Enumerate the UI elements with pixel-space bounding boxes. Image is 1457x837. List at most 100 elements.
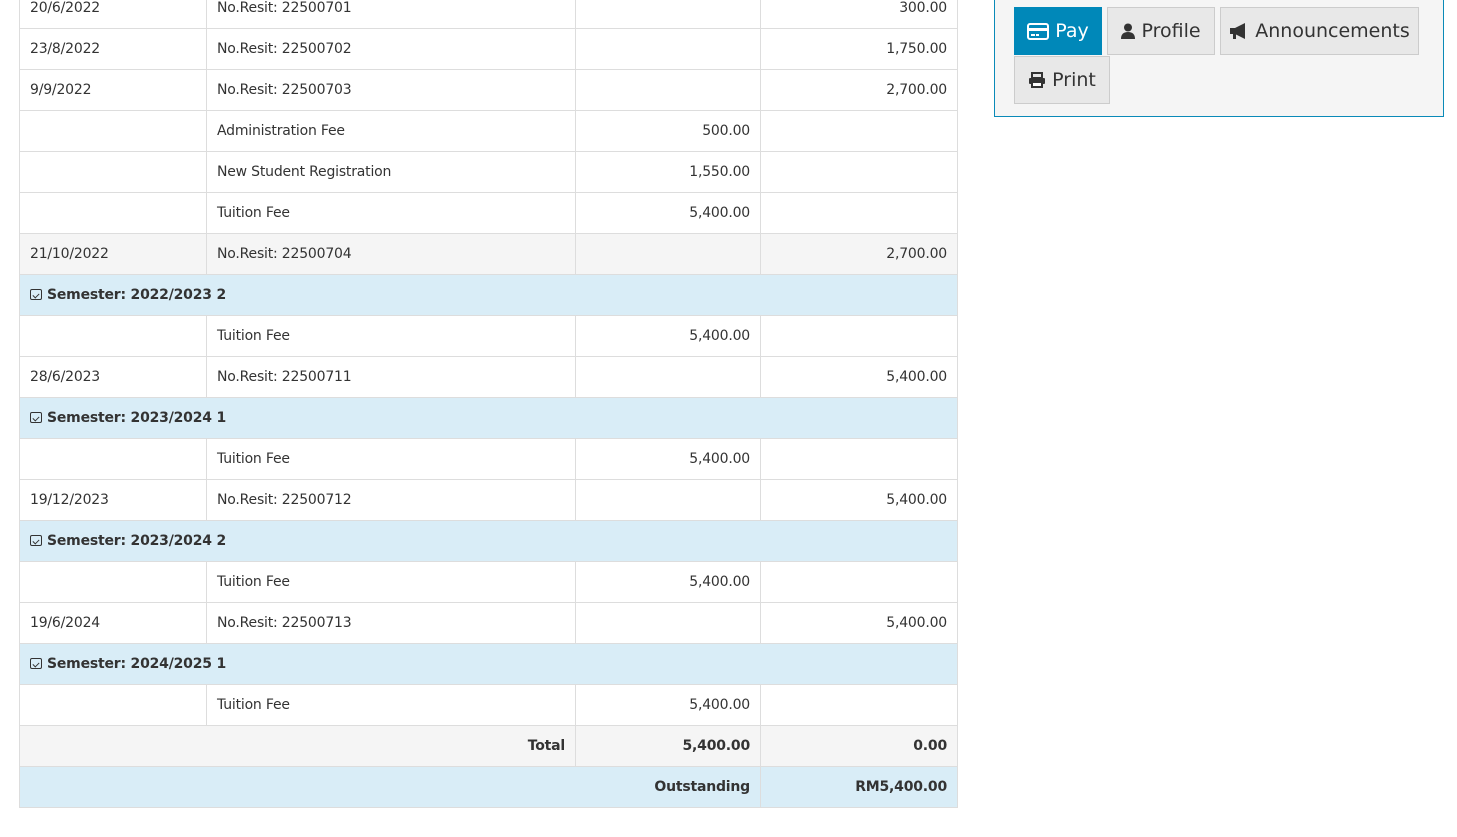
description-cell: Tuition Fee [206,192,576,234]
description-cell: No.Resit: 22500712 [206,479,576,521]
print-label: Print [1052,69,1096,91]
date-cell [19,438,207,480]
profile-label: Profile [1141,20,1201,42]
table-row: 20/6/2022 No.Resit: 22500701 300.00 [19,0,958,29]
description-cell: Administration Fee [206,110,576,152]
debit-cell [575,233,761,275]
description-cell: No.Resit: 22500704 [206,233,576,275]
debit-cell: 5,400.00 [575,684,761,726]
table-row: Administration Fee 500.00 [19,110,958,152]
table-row: 9/9/2022 No.Resit: 22500703 2,700.00 [19,69,958,111]
total-row: Total 5,400.00 0.00 [19,725,958,767]
calendar-check-icon [30,412,42,423]
description-cell: No.Resit: 22500713 [206,602,576,644]
semester-label: Semester: 2024/2025 1 [47,656,227,672]
semester-cell: Semester: 2024/2025 1 [19,643,958,685]
description-cell: No.Resit: 22500701 [206,0,576,29]
date-cell: 28/6/2023 [19,356,207,398]
table-row: 19/6/2024 No.Resit: 22500713 5,400.00 [19,602,958,644]
semester-cell: Semester: 2023/2024 2 [19,520,958,562]
bullhorn-icon [1230,23,1246,39]
pay-label: Pay [1055,20,1089,42]
table-row: 23/8/2022 No.Resit: 22500702 1,750.00 [19,28,958,70]
date-cell: 19/6/2024 [19,602,207,644]
debit-cell: 5,400.00 [575,315,761,357]
table-row: Tuition Fee 5,400.00 [19,192,958,234]
table-row: New Student Registration 1,550.00 [19,151,958,193]
semester-cell: Semester: 2023/2024 1 [19,397,958,439]
user-icon [1121,23,1136,39]
semester-label: Semester: 2023/2024 1 [47,410,227,426]
semester-cell: Semester: 2022/2023 2 [19,274,958,316]
table-row: 19/12/2023 No.Resit: 22500712 5,400.00 [19,479,958,521]
table-row: Tuition Fee 5,400.00 [19,438,958,480]
credit-cell: 1,750.00 [760,28,958,70]
statement-table: 20/6/2022 No.Resit: 22500701 300.00 23/8/… [19,0,958,808]
table-row: Tuition Fee 5,400.00 [19,561,958,603]
credit-card-icon [1027,22,1050,40]
debit-cell: 1,550.00 [575,151,761,193]
credit-cell: 5,400.00 [760,356,958,398]
outstanding-label: Outstanding [19,766,761,808]
credit-cell [760,561,958,603]
debit-cell: 5,400.00 [575,192,761,234]
description-cell: No.Resit: 22500702 [206,28,576,70]
credit-cell: 2,700.00 [760,69,958,111]
description-cell: Tuition Fee [206,438,576,480]
date-cell: 20/6/2022 [19,0,207,29]
credit-cell: 5,400.00 [760,602,958,644]
date-cell: 23/8/2022 [19,28,207,70]
credit-cell [760,438,958,480]
credit-cell [760,192,958,234]
outstanding-row: Outstanding RM5,400.00 [19,766,958,808]
date-cell [19,684,207,726]
date-cell [19,192,207,234]
date-cell [19,315,207,357]
semester-row: Semester: 2022/2023 2 [19,274,958,316]
credit-cell [760,684,958,726]
credit-cell [760,315,958,357]
debit-cell [575,69,761,111]
credit-cell: 300.00 [760,0,958,29]
pay-button[interactable]: Pay [1014,7,1102,55]
announcements-button[interactable]: Announcements [1220,7,1419,55]
semester-row: Semester: 2024/2025 1 [19,643,958,685]
debit-cell [575,0,761,29]
date-cell [19,151,207,193]
description-cell: New Student Registration [206,151,576,193]
debit-cell [575,28,761,70]
table-row: 28/6/2023 No.Resit: 22500711 5,400.00 [19,356,958,398]
debit-cell: 5,400.00 [575,438,761,480]
semester-label: Semester: 2022/2023 2 [47,287,227,303]
credit-cell [760,110,958,152]
date-cell: 19/12/2023 [19,479,207,521]
date-cell [19,110,207,152]
calendar-check-icon [30,658,42,669]
actions-panel: Pay Profile Announcements Print [994,0,1444,117]
date-cell [19,561,207,603]
calendar-check-icon [30,289,42,300]
debit-cell [575,356,761,398]
total-credit: 0.00 [760,725,958,767]
description-cell: Tuition Fee [206,684,576,726]
print-button[interactable]: Print [1014,56,1110,104]
description-cell: No.Resit: 22500703 [206,69,576,111]
table-row: 21/10/2022 No.Resit: 22500704 2,700.00 [19,233,958,275]
semester-row: Semester: 2023/2024 2 [19,520,958,562]
debit-cell [575,479,761,521]
debit-cell: 5,400.00 [575,561,761,603]
calendar-check-icon [30,535,42,546]
announcements-label: Announcements [1255,20,1410,42]
table-row: Tuition Fee 5,400.00 [19,684,958,726]
description-cell: Tuition Fee [206,315,576,357]
debit-cell: 500.00 [575,110,761,152]
semester-label: Semester: 2023/2024 2 [47,533,227,549]
debit-cell [575,602,761,644]
credit-cell: 2,700.00 [760,233,958,275]
total-debit: 5,400.00 [575,725,761,767]
total-label: Total [19,725,576,767]
description-cell: Tuition Fee [206,561,576,603]
credit-cell [760,151,958,193]
profile-button[interactable]: Profile [1107,7,1215,55]
outstanding-value: RM5,400.00 [760,766,958,808]
